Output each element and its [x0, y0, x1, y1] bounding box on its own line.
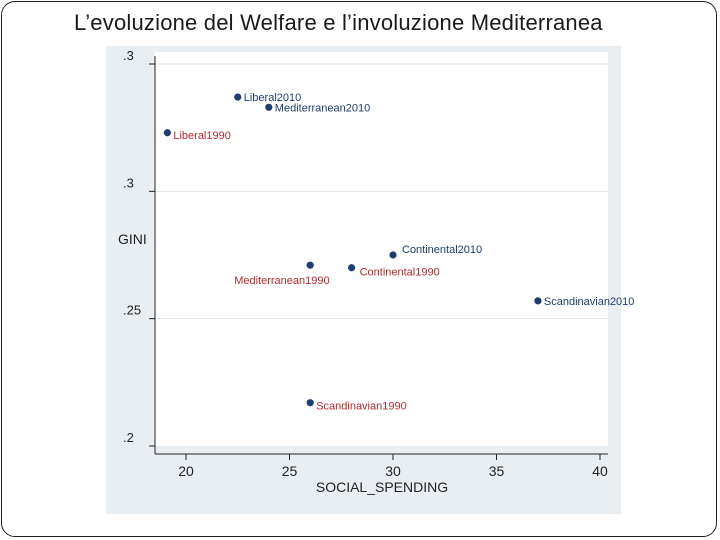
y-tick-label: .25	[123, 303, 141, 318]
data-label: Mediterranean1990	[234, 275, 329, 287]
data-label: Scandinavian2010	[544, 296, 635, 308]
y-axis-label: GINI	[118, 231, 147, 247]
data-label: Scandinavian1990	[316, 401, 407, 413]
data-point	[306, 399, 314, 407]
x-tick-label: 20	[178, 463, 194, 479]
x-tick-label: 35	[489, 463, 505, 479]
x-tick-label: 30	[385, 463, 401, 479]
plot-area	[155, 52, 608, 446]
x-tick-label: 40	[592, 463, 608, 479]
slide-title: L’evoluzione del Welfare e l’involuzione…	[74, 10, 603, 35]
data-point	[348, 264, 356, 272]
data-point	[534, 297, 542, 305]
data-label: Continental1990	[360, 267, 440, 279]
data-label: Mediterranean2010	[275, 102, 370, 114]
data-point	[306, 261, 314, 269]
y-tick-label: .3	[123, 48, 134, 63]
data-point	[265, 103, 273, 111]
data-label: Liberal1990	[173, 130, 231, 142]
y-tick-label: .3	[123, 175, 134, 190]
y-tick-label: .2	[123, 430, 134, 445]
data-point	[389, 251, 397, 259]
x-axis-label: SOCIAL_SPENDING	[316, 479, 448, 495]
data-label: Liberal2010	[244, 92, 302, 104]
x-tick-label: 25	[282, 463, 298, 479]
data-label: Continental2010	[402, 244, 482, 256]
data-point	[234, 93, 242, 101]
data-point	[163, 129, 171, 137]
